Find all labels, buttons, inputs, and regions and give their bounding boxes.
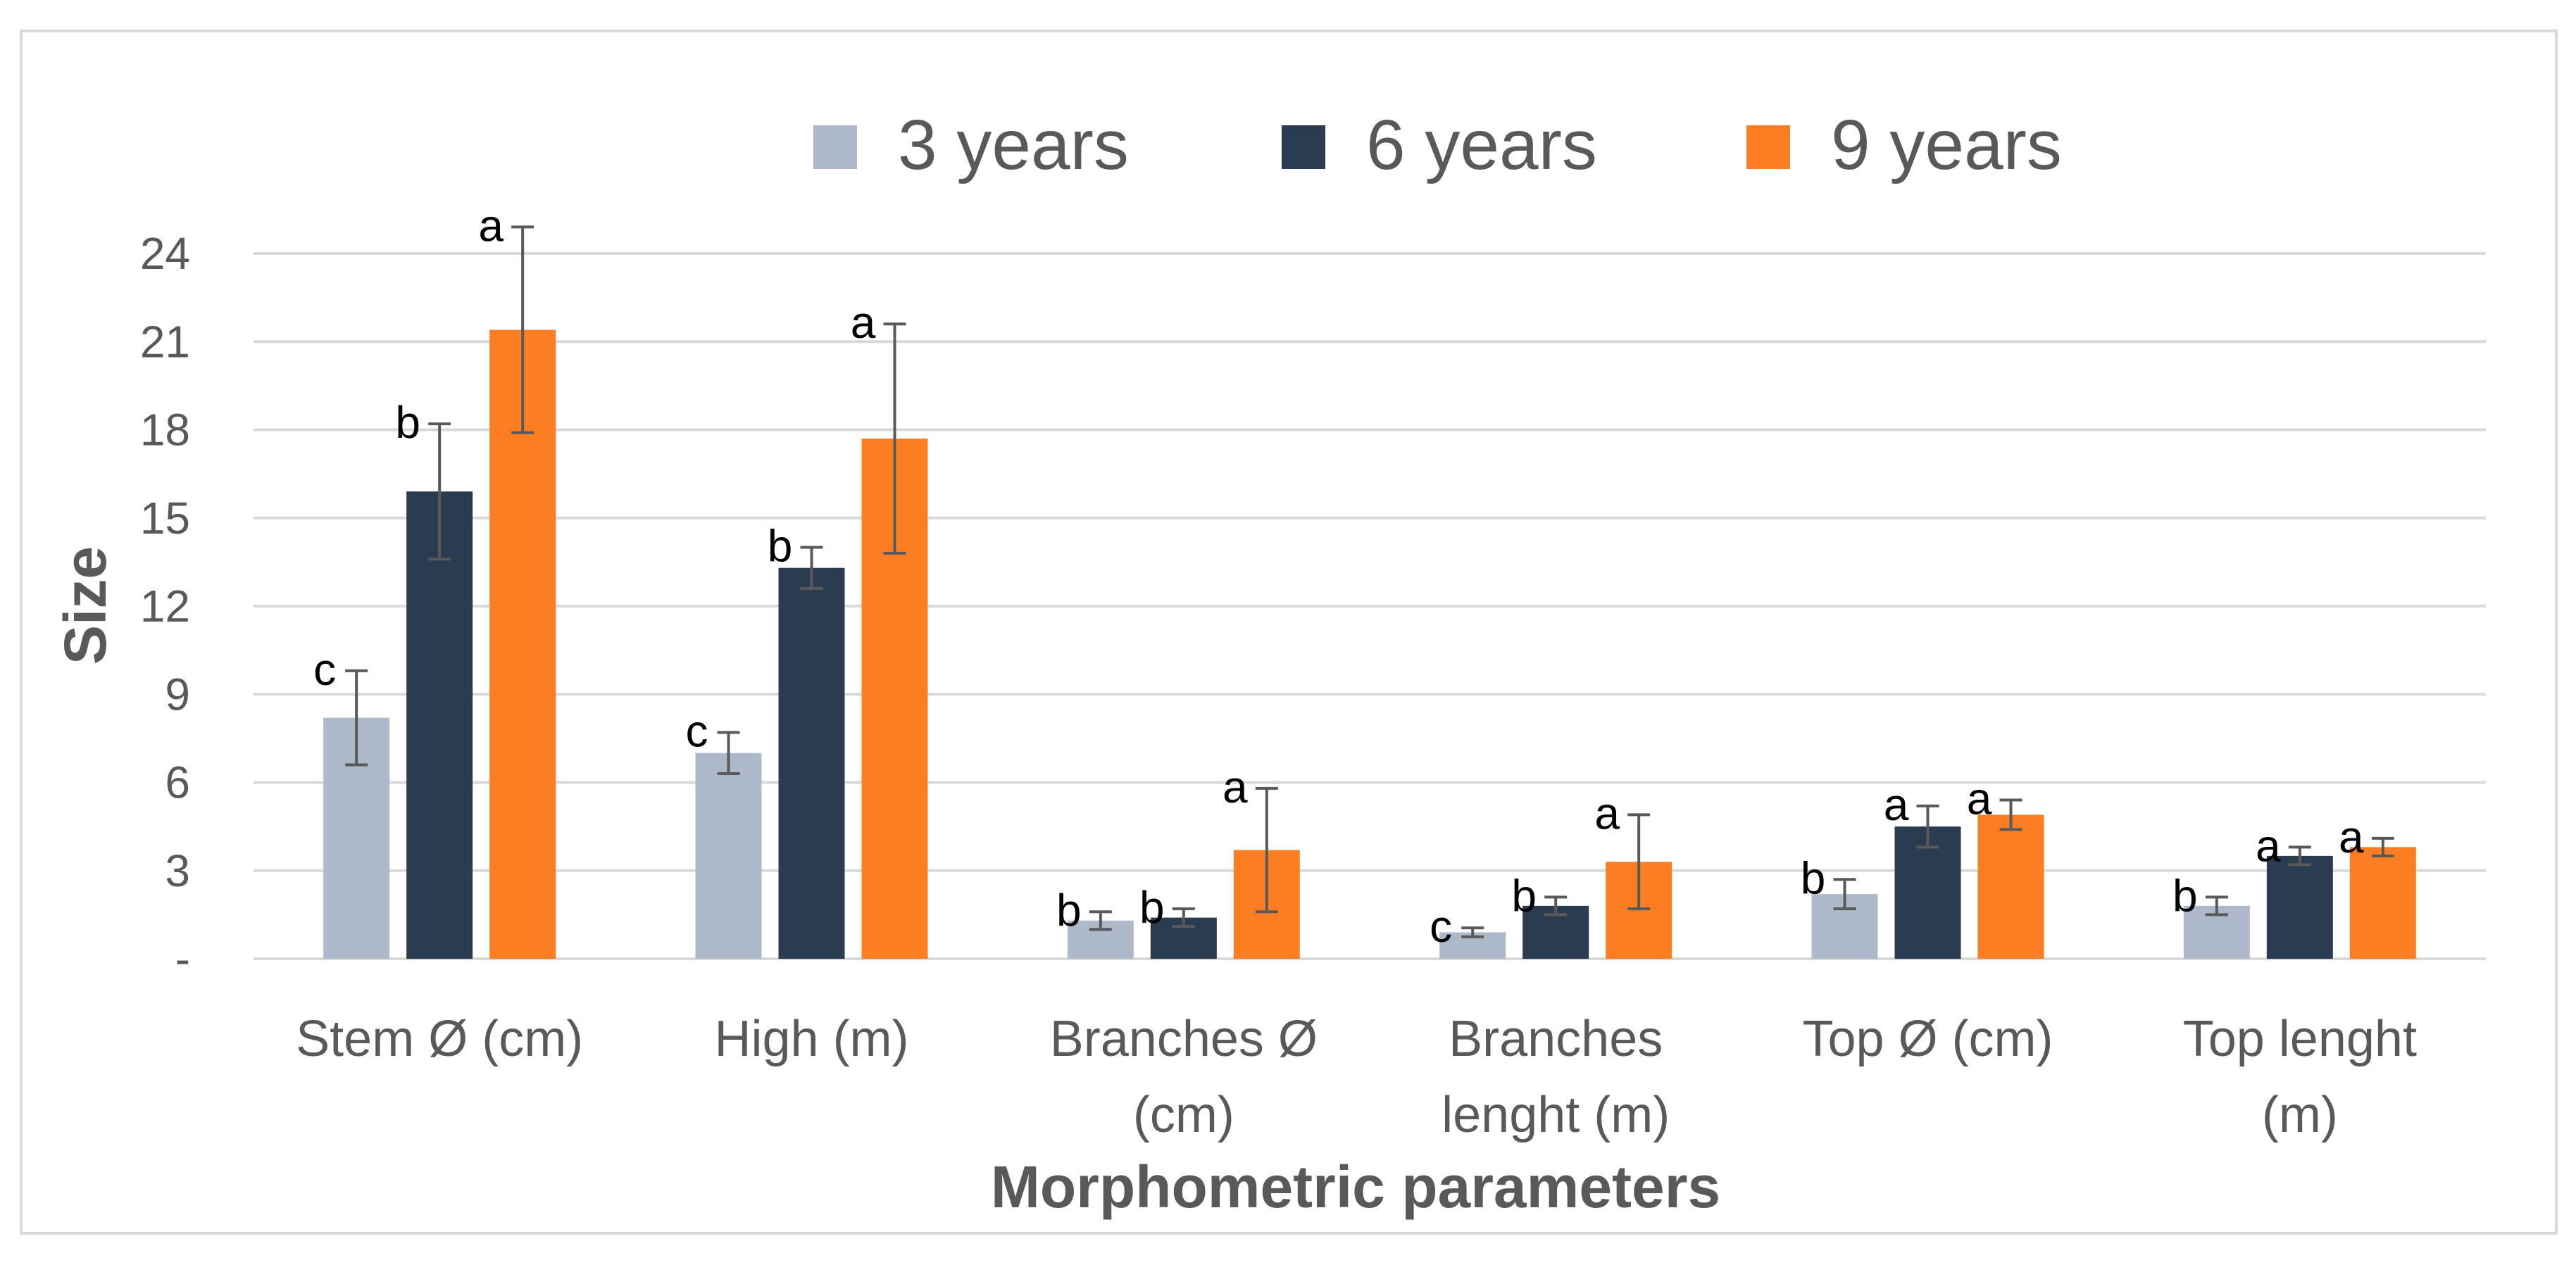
y-tick-label: 12 xyxy=(140,581,190,631)
legend-swatch xyxy=(1282,125,1325,169)
bar xyxy=(778,567,845,959)
error-bars xyxy=(345,225,2394,938)
x-tick-label: Top Ø (cm) xyxy=(1802,1011,2053,1067)
y-tick-label: - xyxy=(175,933,190,984)
y-axis-title: Size xyxy=(52,546,118,665)
significance-label: c xyxy=(313,644,336,695)
significance-label: c xyxy=(1430,901,1452,952)
legend-label: 6 years xyxy=(1366,106,1597,184)
legend-label: 9 years xyxy=(1831,106,2062,184)
bar xyxy=(1894,826,1961,959)
significance-label: a xyxy=(851,297,876,348)
y-axis-ticks: - 3 6 9 12 15 18 21 24 xyxy=(140,228,190,984)
significance-label: a xyxy=(1223,762,1248,812)
y-tick-label: 3 xyxy=(165,845,190,896)
bar xyxy=(1977,814,2044,959)
significance-label: a xyxy=(2256,820,2281,871)
legend-swatch xyxy=(813,125,857,169)
x-axis-title: Morphometric parameters xyxy=(991,1154,1720,1220)
significance-label: b xyxy=(1511,870,1537,921)
significance-label: b xyxy=(395,397,420,448)
x-tick-label: (m) xyxy=(2262,1087,2338,1143)
bar xyxy=(406,491,473,959)
gridlines xyxy=(254,252,2486,960)
bar xyxy=(2266,855,2333,959)
x-tick-label: lenght (m) xyxy=(1442,1087,1670,1143)
y-tick-label: 6 xyxy=(165,757,190,808)
significance-label: a xyxy=(478,200,504,251)
significance-label: c xyxy=(686,706,708,757)
x-tick-label: High (m) xyxy=(714,1011,908,1067)
x-tick-label: Top lenght xyxy=(2183,1011,2417,1067)
y-tick-label: 21 xyxy=(140,316,190,367)
significance-label: b xyxy=(2172,870,2198,921)
legend-swatch xyxy=(1746,125,1790,169)
significance-label: a xyxy=(1594,788,1620,838)
y-tick-label: 24 xyxy=(140,228,190,279)
y-tick-label: 18 xyxy=(140,405,190,455)
x-tick-label: Branches xyxy=(1449,1011,1663,1067)
significance-label: a xyxy=(2339,812,2364,862)
x-tick-label: Branches Ø xyxy=(1050,1011,1318,1067)
significance-label: a xyxy=(1884,779,1909,830)
legend-label: 3 years xyxy=(898,106,1129,184)
legend: 3 years 6 years 9 years xyxy=(813,106,2062,184)
bar xyxy=(489,329,556,959)
bar xyxy=(2349,847,2416,959)
x-tick-label: (cm) xyxy=(1133,1087,1234,1143)
significance-label: b xyxy=(1801,852,1826,903)
y-tick-label: 9 xyxy=(165,669,190,719)
y-tick-label: 15 xyxy=(140,493,190,543)
bar xyxy=(695,753,762,959)
significance-label: b xyxy=(1056,885,1082,936)
significance-labels: c c b c b b b b b b a a a a a a a a xyxy=(313,200,2364,952)
significance-label: a xyxy=(1967,774,1992,824)
significance-label: b xyxy=(1139,882,1165,933)
x-tick-label: Stem Ø (cm) xyxy=(296,1011,583,1067)
x-axis-categories: Stem Ø (cm) High (m) Branches Ø (cm) Branche… xyxy=(296,1011,2417,1143)
significance-label: b xyxy=(768,521,793,572)
bars xyxy=(323,329,2416,959)
